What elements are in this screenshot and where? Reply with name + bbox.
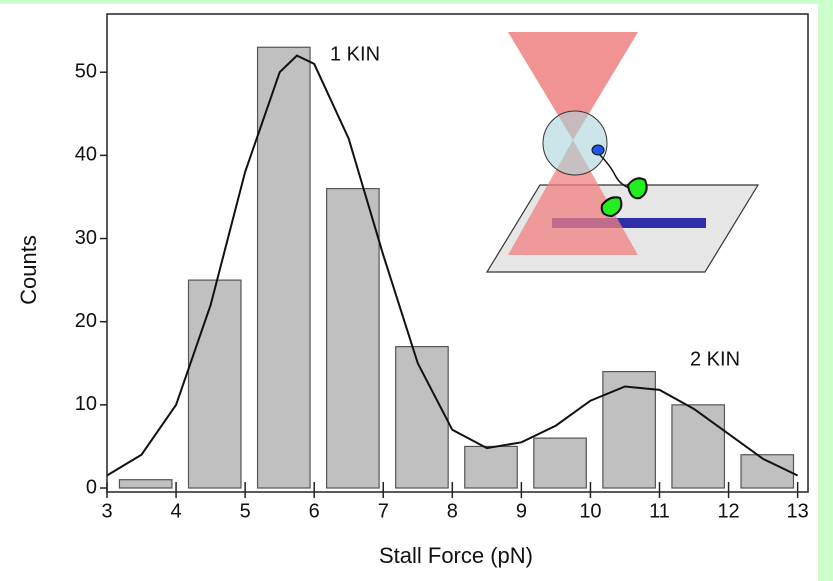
bar bbox=[396, 347, 448, 488]
x-tick-label: 5 bbox=[240, 500, 251, 522]
bead-linker bbox=[592, 145, 604, 155]
chart: Stall Force (pN) Counts 0 10 20 30 40 50 3 4 5 6 7… bbox=[0, 0, 833, 581]
x-tick-label: 6 bbox=[309, 500, 320, 522]
y-tick-label: 20 bbox=[75, 310, 97, 332]
x-tick-label: 12 bbox=[717, 500, 739, 522]
bar bbox=[534, 438, 586, 488]
x-tick-label: 4 bbox=[171, 500, 182, 522]
bar bbox=[119, 480, 171, 488]
bar bbox=[672, 405, 724, 488]
kinesin-head bbox=[628, 178, 647, 198]
y-tick-label: 50 bbox=[75, 60, 97, 82]
bar bbox=[465, 446, 517, 488]
annotation: 2 KIN bbox=[690, 348, 740, 370]
x-tick-label: 13 bbox=[787, 500, 809, 522]
x-tick-label: 8 bbox=[447, 500, 458, 522]
bar bbox=[741, 455, 793, 488]
x-tick-label: 7 bbox=[378, 500, 389, 522]
x-tick-label: 3 bbox=[101, 500, 112, 522]
bar bbox=[327, 189, 379, 488]
bar bbox=[188, 280, 240, 488]
bead bbox=[543, 111, 607, 175]
x-tick-label: 9 bbox=[516, 500, 527, 522]
x-tick-label: 10 bbox=[579, 500, 601, 522]
x-axis-label: Stall Force (pN) bbox=[379, 543, 533, 568]
x-tick-label: 11 bbox=[649, 500, 670, 522]
background bbox=[0, 4, 818, 581]
annotation: 1 KIN bbox=[330, 43, 380, 65]
y-tick-label: 0 bbox=[86, 476, 97, 498]
y-axis-label: Counts bbox=[16, 235, 41, 305]
y-tick-label: 30 bbox=[75, 227, 97, 249]
y-tick-label: 40 bbox=[75, 144, 97, 166]
page: Stall Force (pN) Counts 0 10 20 30 40 50 3 4 5 6 7… bbox=[0, 0, 833, 581]
y-tick-label: 10 bbox=[75, 393, 97, 415]
